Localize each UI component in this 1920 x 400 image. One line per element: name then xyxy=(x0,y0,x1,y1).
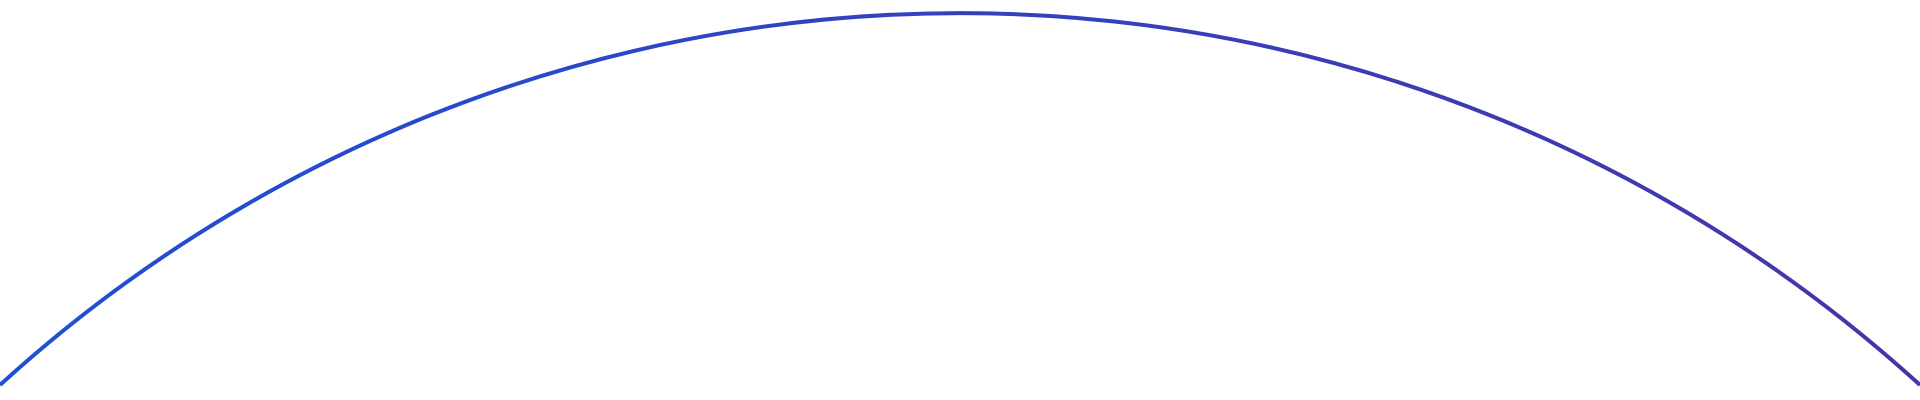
decorative-arc xyxy=(0,11,1920,387)
